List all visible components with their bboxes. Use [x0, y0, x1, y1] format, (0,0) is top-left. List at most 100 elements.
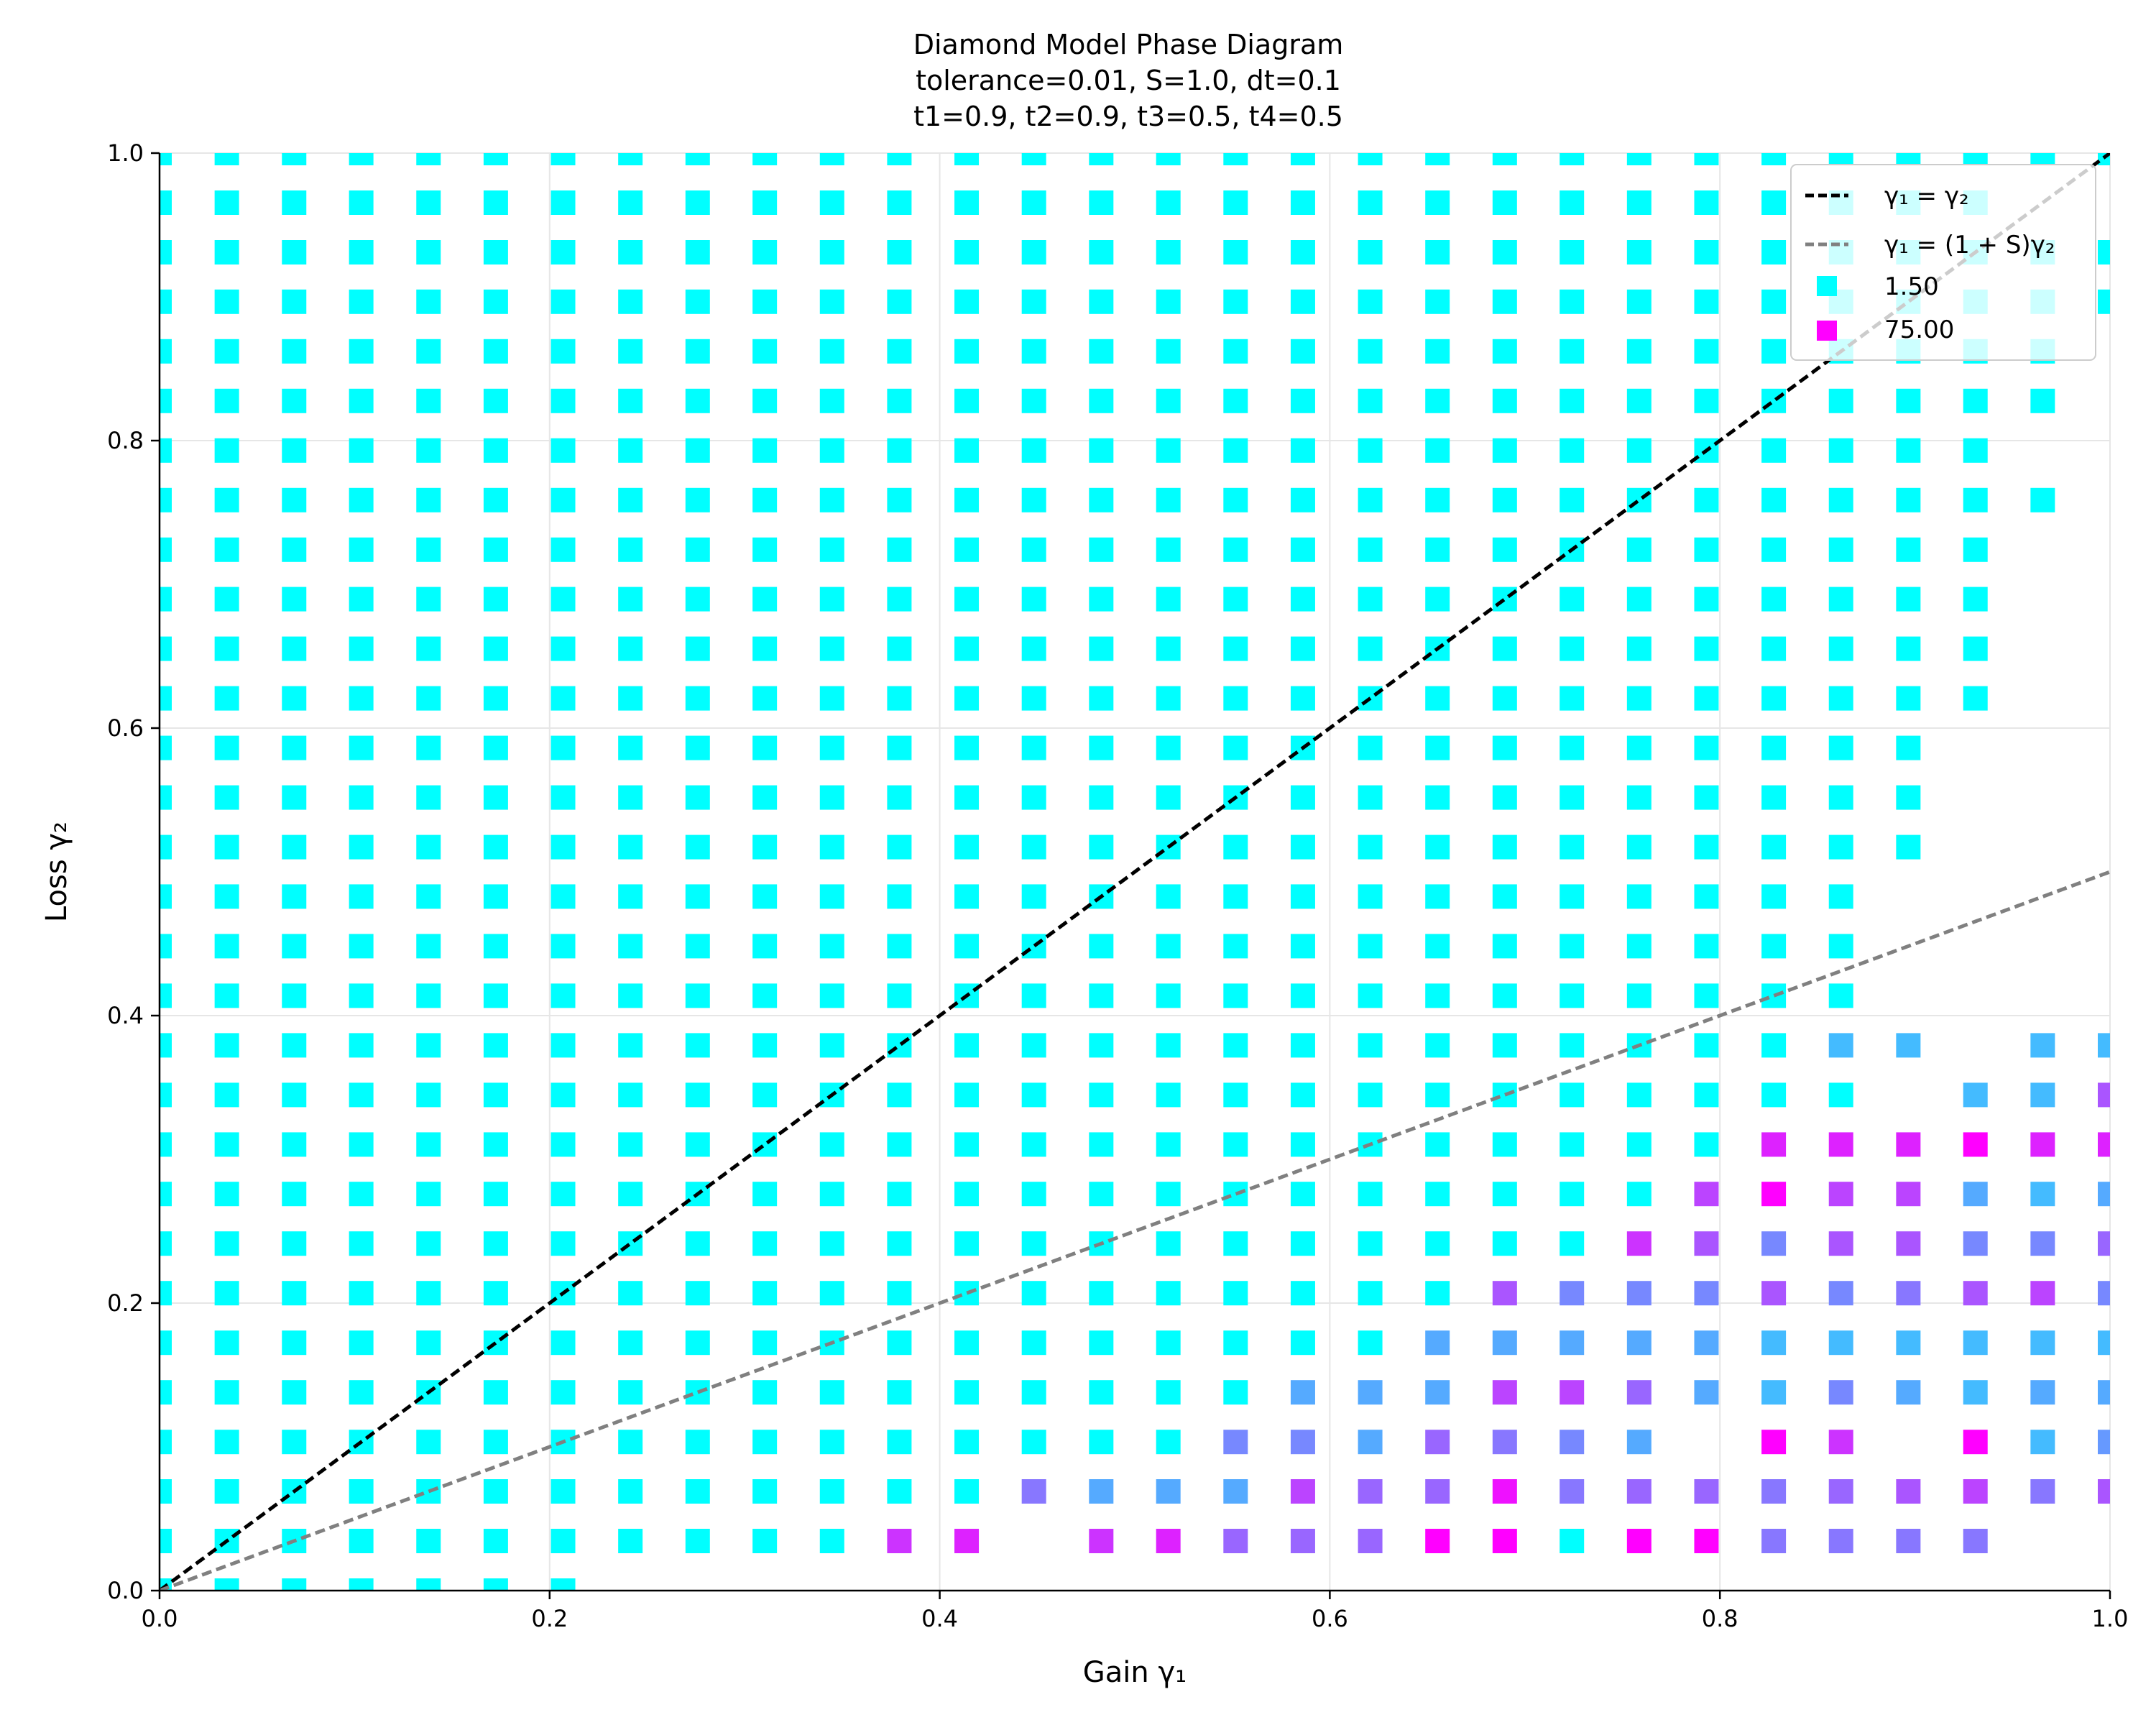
- scatter-point: [2030, 1430, 2055, 1455]
- scatter-point: [160, 537, 172, 562]
- scatter-point: [1896, 735, 1921, 760]
- scatter-point: [685, 884, 710, 909]
- scatter-point: [416, 785, 441, 810]
- scatter-point: [1156, 190, 1181, 215]
- scatter-point: [685, 1330, 710, 1356]
- scatter-point: [282, 735, 307, 760]
- x-tick-label: 0.6: [1312, 1605, 1348, 1632]
- scatter-point: [550, 153, 576, 165]
- scatter-point: [752, 636, 778, 661]
- scatter-point: [416, 1132, 441, 1157]
- scatter-point: [550, 289, 576, 314]
- scatter-point: [1223, 190, 1248, 215]
- scatter-point: [214, 686, 239, 711]
- scatter-point: [1290, 686, 1315, 711]
- scatter-point: [416, 1430, 441, 1455]
- scatter-point: [685, 339, 710, 364]
- scatter-point: [1761, 388, 1787, 413]
- scatter-point: [1290, 289, 1315, 314]
- scatter-point: [954, 537, 980, 562]
- scatter-point: [1492, 1132, 1517, 1157]
- title-line-2: tolerance=0.01, S=1.0, dt=0.1: [916, 65, 1341, 96]
- scatter-point: [160, 884, 172, 909]
- scatter-point: [483, 1578, 508, 1591]
- scatter-point: [819, 983, 844, 1008]
- scatter-point: [1425, 1529, 1450, 1553]
- scatter-point: [1358, 190, 1383, 215]
- scatter-point: [1626, 1182, 1651, 1207]
- scatter-point: [1021, 438, 1046, 463]
- scatter-point: [1089, 586, 1114, 612]
- scatter-point: [752, 983, 778, 1008]
- scatter-point: [1560, 1380, 1585, 1405]
- scatter-point: [550, 438, 576, 463]
- scatter-point: [483, 1479, 508, 1504]
- scatter-point: [954, 1281, 980, 1306]
- scatter-point: [1828, 537, 1853, 562]
- scatter-point: [1358, 339, 1383, 364]
- scatter-point: [1761, 785, 1787, 810]
- scatter-point: [1761, 1033, 1787, 1058]
- scatter-point: [1358, 153, 1383, 165]
- scatter-point: [819, 388, 844, 413]
- scatter-point: [1492, 190, 1517, 215]
- scatter-point: [1492, 1479, 1517, 1504]
- scatter-point: [1156, 240, 1181, 264]
- scatter-point: [1021, 537, 1046, 562]
- scatter-point: [954, 636, 980, 661]
- scatter-point: [954, 834, 980, 860]
- scatter-point: [1828, 1529, 1853, 1553]
- scatter-point: [752, 1330, 778, 1356]
- scatter-point: [1358, 586, 1383, 612]
- scatter-point: [1089, 785, 1114, 810]
- scatter-point: [752, 1479, 778, 1504]
- scatter-point: [887, 1082, 912, 1108]
- scatter-point: [1290, 636, 1315, 661]
- scatter-point: [416, 1082, 441, 1108]
- legend-label-diagonal: γ₁ = γ₂: [1884, 182, 1969, 211]
- scatter-point: [819, 586, 844, 612]
- scatter-point: [1560, 735, 1585, 760]
- scatter-point: [1089, 339, 1114, 364]
- scatter-point: [1492, 834, 1517, 860]
- scatter-point: [214, 1132, 239, 1157]
- legend-label-low: 1.50: [1884, 272, 1939, 301]
- scatter-point: [214, 1033, 239, 1058]
- scatter-point: [416, 1231, 441, 1256]
- scatter-point: [160, 636, 172, 661]
- scatter-point: [618, 636, 643, 661]
- scatter-point: [1358, 289, 1383, 314]
- scatter-point: [483, 487, 508, 512]
- scatter-point: [1021, 586, 1046, 612]
- scatter-point: [2030, 1132, 2055, 1157]
- scatter-point: [1021, 686, 1046, 711]
- scatter-point: [1896, 487, 1921, 512]
- scatter-point: [887, 190, 912, 215]
- scatter-point: [819, 686, 844, 711]
- scatter-point: [1089, 1479, 1114, 1504]
- scatter-point: [1021, 834, 1046, 860]
- scatter-point: [282, 153, 307, 165]
- scatter-point: [618, 153, 643, 165]
- scatter-point: [618, 388, 643, 413]
- scatter-point: [1694, 735, 1719, 760]
- scatter-point: [1828, 1182, 1853, 1207]
- scatter-point: [416, 339, 441, 364]
- scatter-point: [349, 1182, 374, 1207]
- scatter-point: [550, 1082, 576, 1108]
- scatter-point: [1896, 1182, 1921, 1207]
- scatter-point: [349, 1578, 374, 1591]
- scatter-point: [282, 586, 307, 612]
- scatter-point: [1425, 153, 1450, 165]
- scatter-point: [1425, 1430, 1450, 1455]
- scatter-point: [1223, 983, 1248, 1008]
- scatter-point: [1560, 983, 1585, 1008]
- scatter-point: [887, 1281, 912, 1306]
- scatter-point: [1089, 1132, 1114, 1157]
- scatter-point: [282, 240, 307, 264]
- scatter-point: [550, 190, 576, 215]
- scatter-point: [1290, 1380, 1315, 1405]
- scatter-point: [819, 1132, 844, 1157]
- scatter-point: [1896, 686, 1921, 711]
- scatter-point: [1560, 884, 1585, 909]
